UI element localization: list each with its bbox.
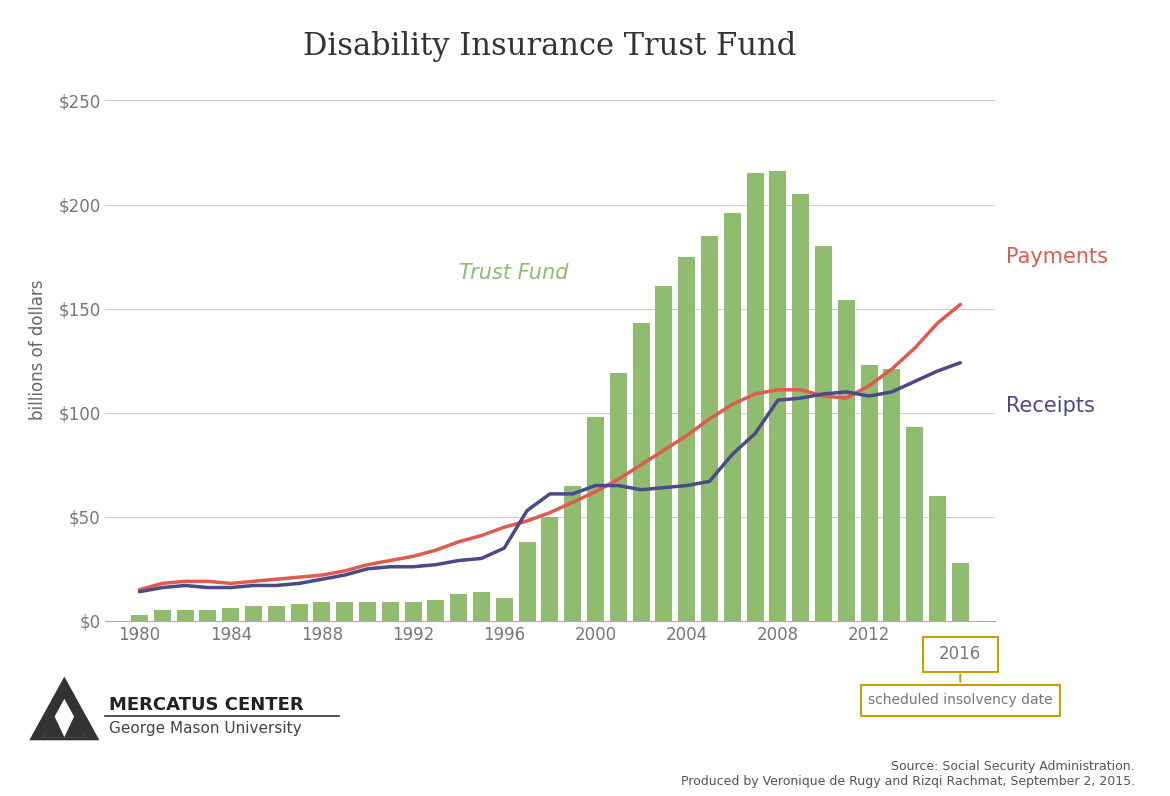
Bar <box>564 486 581 621</box>
Bar <box>746 174 764 621</box>
Bar <box>792 194 810 621</box>
Bar <box>427 600 445 621</box>
Bar <box>542 517 558 621</box>
Bar <box>679 256 695 621</box>
Bar <box>587 417 604 621</box>
Bar <box>450 594 467 621</box>
Y-axis label: billions of dollars: billions of dollars <box>29 280 47 420</box>
Bar <box>199 611 216 621</box>
Text: Receipts: Receipts <box>1006 396 1095 416</box>
Bar <box>883 369 901 621</box>
Bar <box>153 611 171 621</box>
Bar <box>314 602 330 621</box>
Text: Source: Social Security Administration.
Produced by Veronique de Rugy and Rizqi : Source: Social Security Administration. … <box>681 760 1135 788</box>
Text: Trust Fund: Trust Fund <box>459 263 569 283</box>
Text: 2016: 2016 <box>940 646 982 663</box>
Bar <box>906 427 923 621</box>
Bar <box>359 602 376 621</box>
Bar <box>815 246 832 621</box>
Bar <box>245 607 262 621</box>
Bar <box>336 602 353 621</box>
Title: Disability Insurance Trust Fund: Disability Insurance Trust Fund <box>303 30 797 61</box>
Bar <box>655 286 673 621</box>
Bar <box>381 602 399 621</box>
Bar <box>610 373 627 621</box>
Text: scheduled insolvency date: scheduled insolvency date <box>868 693 1053 708</box>
Bar <box>838 300 855 621</box>
Bar <box>496 598 512 621</box>
Bar <box>701 236 718 621</box>
Bar <box>473 591 490 621</box>
Bar <box>290 604 308 621</box>
Bar <box>929 496 947 621</box>
Bar <box>131 615 149 621</box>
Bar <box>951 563 969 621</box>
Bar <box>405 602 421 621</box>
Bar <box>268 607 284 621</box>
Bar <box>724 213 741 621</box>
Bar <box>177 611 194 621</box>
Bar <box>770 171 786 621</box>
Text: MERCATUS CENTER: MERCATUS CENTER <box>109 696 303 714</box>
Bar <box>518 542 536 621</box>
Text: George Mason University: George Mason University <box>109 721 302 736</box>
Bar <box>633 323 649 621</box>
Bar <box>222 608 239 621</box>
Bar <box>861 365 878 621</box>
Text: Payments: Payments <box>1006 247 1108 267</box>
